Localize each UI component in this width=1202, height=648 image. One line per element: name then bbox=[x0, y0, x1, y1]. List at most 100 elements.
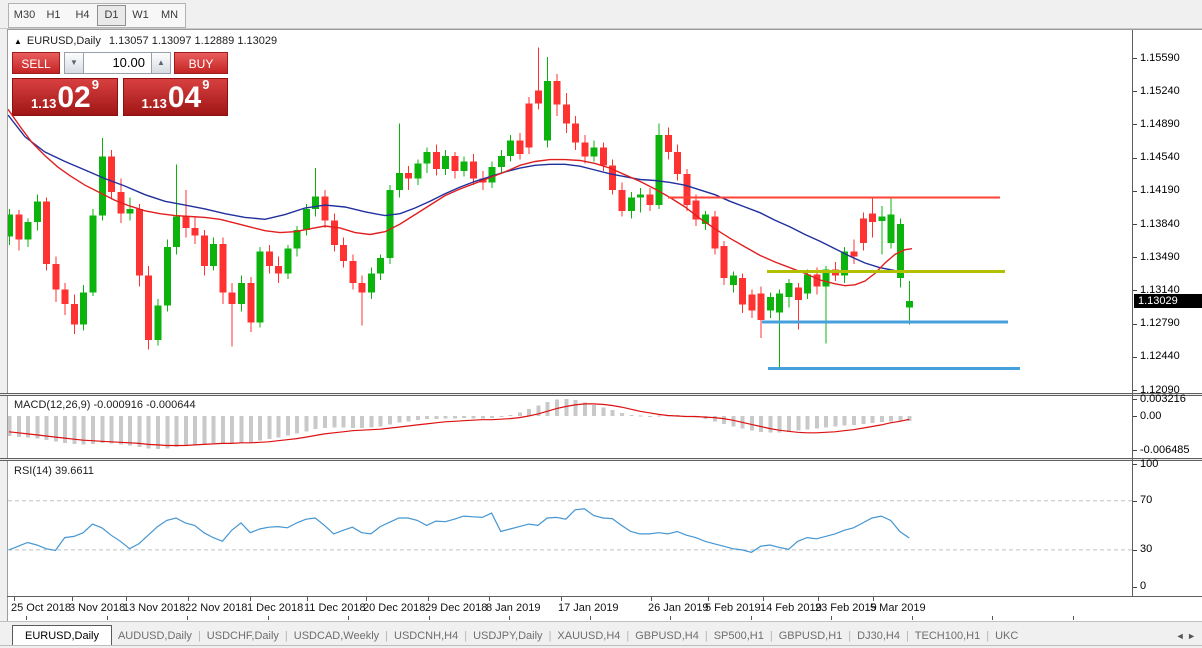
buy-button[interactable]: BUY bbox=[174, 52, 228, 74]
timeframe-button-h4[interactable]: H4 bbox=[75, 9, 90, 21]
candle-body bbox=[804, 274, 812, 294]
candle-body bbox=[15, 214, 23, 240]
tab-usdcad-weekly[interactable]: USDCAD,Weekly bbox=[293, 630, 380, 642]
macd-bar bbox=[248, 416, 253, 443]
timeframe-button-m30[interactable]: M30 bbox=[13, 9, 36, 21]
tab-tech100-h1[interactable]: TECH100,H1 bbox=[914, 630, 981, 642]
tab-separator: | bbox=[385, 630, 389, 642]
macd-bar bbox=[44, 416, 49, 441]
date-label: 13 Nov 2018 bbox=[123, 602, 186, 614]
macd-bar bbox=[898, 416, 903, 421]
date-tick bbox=[14, 597, 15, 601]
date-label: 14 Feb 2019 bbox=[760, 602, 822, 614]
macd-bar bbox=[879, 416, 884, 422]
macd-bar bbox=[406, 416, 411, 422]
macd-bar bbox=[415, 416, 420, 421]
macd-bar bbox=[824, 416, 829, 428]
sell-button[interactable]: SELL bbox=[12, 52, 60, 74]
macd-bar bbox=[759, 416, 764, 432]
price-axis-label: 1.15590 bbox=[1140, 51, 1180, 64]
date-tick bbox=[489, 597, 490, 601]
volume-decrease-icon[interactable]: ▼ bbox=[64, 52, 84, 74]
timeframe-button-d1[interactable]: D1 bbox=[97, 5, 126, 26]
collapse-icon[interactable]: ▲ bbox=[14, 37, 22, 46]
macd-bar bbox=[471, 416, 476, 419]
macd-bar bbox=[72, 416, 77, 444]
price-chart[interactable] bbox=[8, 30, 1132, 393]
candle-body bbox=[52, 263, 60, 290]
candle-body bbox=[618, 189, 626, 211]
price-axis-label: 1.13140 bbox=[1140, 283, 1180, 296]
tab-scroll-arrows[interactable]: ◄ ► bbox=[1175, 631, 1196, 641]
volume-increase-icon[interactable]: ▲ bbox=[151, 52, 171, 74]
macd-chart[interactable] bbox=[8, 397, 1132, 456]
candle-body bbox=[358, 282, 366, 293]
period-tick bbox=[348, 616, 349, 620]
axis-tick bbox=[1133, 91, 1137, 93]
period-tick bbox=[268, 616, 269, 620]
tab-audusd-daily[interactable]: AUDUSD,Daily bbox=[117, 630, 192, 642]
tab-ukc[interactable]: UKC bbox=[995, 630, 1019, 642]
macd-bar bbox=[749, 416, 754, 431]
candle-body bbox=[405, 172, 413, 179]
tab-dj30-h4[interactable]: DJ30,H4 bbox=[857, 630, 900, 642]
period-tick bbox=[1073, 616, 1074, 620]
candle-body bbox=[414, 163, 422, 179]
ask-price-display[interactable]: 1.13 04 9 bbox=[123, 78, 228, 116]
timeframe-button-w1[interactable]: W1 bbox=[132, 9, 149, 21]
macd-bar bbox=[731, 416, 736, 427]
candle-body bbox=[24, 222, 32, 240]
date-tick bbox=[818, 597, 819, 601]
date-tick bbox=[763, 597, 764, 601]
axis-tick bbox=[1133, 586, 1137, 588]
macd-bar bbox=[53, 416, 58, 442]
macd-bar bbox=[499, 416, 504, 418]
candle-body bbox=[145, 275, 153, 340]
candle-body bbox=[599, 147, 607, 166]
rsi-chart[interactable] bbox=[8, 461, 1132, 595]
current-price-badge: 1.13029 bbox=[1134, 294, 1202, 308]
price-axis-label: 1.14890 bbox=[1140, 117, 1180, 130]
macd-bar bbox=[805, 416, 810, 430]
ohlc-values: 1.13057 1.13097 1.12889 1.13029 bbox=[108, 35, 278, 47]
macd-bar bbox=[425, 416, 430, 420]
chart-tab-bar: EURUSD,Daily AUDUSD,Daily | USDCHF,Daily | U… bbox=[0, 621, 1202, 646]
macd-bar bbox=[712, 416, 717, 422]
macd-bar bbox=[592, 404, 597, 416]
ma-fast-red-line bbox=[8, 108, 913, 287]
candle-body bbox=[702, 214, 709, 225]
macd-bar bbox=[267, 416, 272, 440]
candle-body bbox=[330, 220, 338, 245]
tab-eurusd-daily-active[interactable]: EURUSD,Daily bbox=[12, 625, 112, 646]
tab-usdjpy-daily[interactable]: USDJPY,Daily bbox=[473, 630, 543, 642]
volume-input[interactable]: 10.00 bbox=[84, 52, 151, 74]
pane-splitter[interactable] bbox=[0, 458, 1202, 461]
macd-bar bbox=[870, 416, 875, 423]
macd-bar bbox=[851, 416, 856, 425]
macd-bar bbox=[768, 416, 773, 433]
time-axis[interactable]: 25 Oct 2018 3 Nov 2018 13 Nov 2018 22 Nov 2… bbox=[8, 597, 1132, 620]
candle-body bbox=[265, 251, 273, 266]
candle-body bbox=[729, 275, 737, 285]
tab-sp500-h1[interactable]: SP500,H1 bbox=[713, 630, 764, 642]
pane-splitter[interactable] bbox=[0, 393, 1202, 396]
tab-xauusd-h4[interactable]: XAUUSD,H4 bbox=[557, 630, 621, 642]
candle-body bbox=[785, 282, 793, 298]
axis-tick bbox=[1133, 124, 1137, 126]
candles-layer bbox=[8, 47, 914, 369]
timeframe-button-h1[interactable]: H1 bbox=[46, 9, 61, 21]
tab-usdchf-daily[interactable]: USDCHF,Daily bbox=[206, 630, 279, 642]
bid-price-display[interactable]: 1.13 02 9 bbox=[12, 78, 118, 116]
macd-bar bbox=[155, 416, 160, 450]
tab-usdcnh-h4[interactable]: USDCNH,H4 bbox=[394, 630, 459, 642]
macd-bar bbox=[722, 416, 727, 424]
period-tick bbox=[187, 616, 188, 620]
tab-gbpusd-h4[interactable]: GBPUSD,H4 bbox=[635, 630, 699, 642]
date-label: 1 Dec 2018 bbox=[247, 602, 304, 614]
macd-bar bbox=[387, 416, 392, 425]
date-label: 3 Nov 2018 bbox=[69, 602, 126, 614]
timeframe-button-mn[interactable]: MN bbox=[160, 9, 179, 21]
tab-gbpusd-h1[interactable]: GBPUSD,H1 bbox=[778, 630, 843, 642]
date-label: 23 Feb 2019 bbox=[815, 602, 877, 614]
